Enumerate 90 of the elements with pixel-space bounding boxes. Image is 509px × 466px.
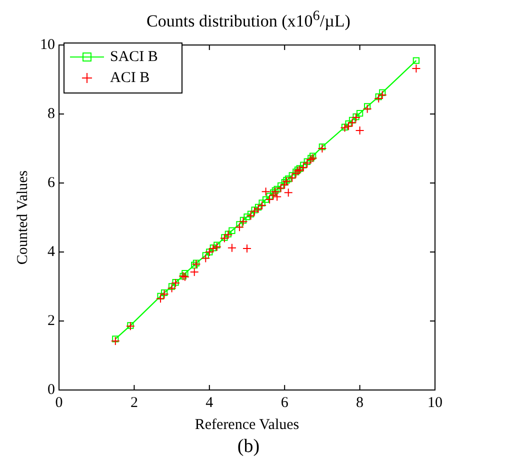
point (261, 187, 270, 196)
point (240, 216, 247, 224)
legend-label: SACI B (110, 48, 158, 65)
point (192, 260, 200, 266)
point (309, 152, 316, 160)
point (228, 227, 236, 234)
point (160, 290, 169, 299)
point (262, 196, 270, 203)
point (190, 268, 199, 277)
point (246, 211, 256, 220)
point (251, 206, 258, 214)
point (348, 116, 356, 124)
point (362, 104, 372, 114)
point (374, 94, 384, 103)
chart-title: Counts distribution (x10$^{6}$/µL) (146, 8, 352, 32)
point (244, 213, 250, 220)
point (318, 143, 326, 150)
point (202, 252, 209, 259)
point (168, 283, 176, 290)
x-axis-title: Reference Values (194, 416, 300, 433)
point (272, 187, 279, 194)
point (291, 168, 300, 178)
text: (b) (236, 436, 261, 458)
x-tick-label: 2 (130, 394, 138, 411)
y-tick-label: 8 (48, 106, 55, 122)
point (191, 262, 198, 268)
point (167, 284, 176, 293)
point (412, 57, 420, 64)
point (364, 103, 371, 110)
x-tick-label: 6 (280, 394, 289, 411)
point (375, 93, 382, 100)
point (306, 155, 316, 164)
point (212, 242, 222, 252)
point (304, 158, 310, 165)
legend-label: ACI B (110, 70, 150, 86)
point (265, 195, 274, 204)
point (112, 336, 119, 342)
point (298, 162, 308, 172)
point (292, 168, 300, 176)
point (412, 64, 421, 73)
point (300, 162, 307, 168)
point (278, 182, 284, 190)
point (288, 173, 297, 182)
point (214, 242, 220, 248)
point (344, 122, 354, 131)
point (258, 200, 266, 206)
point (247, 210, 254, 218)
point (308, 154, 314, 162)
x-tick-label: 4 (206, 394, 214, 411)
point (227, 243, 236, 252)
point (160, 289, 168, 296)
point (281, 178, 288, 186)
point (242, 244, 252, 254)
point (274, 186, 280, 193)
point (192, 260, 201, 269)
point (355, 126, 364, 136)
y-axis-title: Counted Values (14, 170, 31, 265)
point (345, 120, 352, 127)
point (308, 154, 318, 163)
point (302, 158, 312, 168)
point (356, 110, 364, 117)
point (296, 165, 303, 172)
point (318, 144, 327, 153)
point (284, 188, 293, 198)
point (156, 294, 166, 304)
point (348, 118, 357, 128)
point (280, 180, 290, 190)
y-tick-label: 2 (48, 312, 55, 329)
point (254, 204, 262, 210)
point (295, 165, 304, 174)
point (266, 192, 273, 200)
point (157, 292, 164, 300)
point (288, 172, 296, 179)
y-tick-label: 4 (48, 244, 56, 260)
x-tick-label: 8 (356, 394, 364, 411)
y-tick-label: 10 (40, 36, 55, 53)
point (258, 200, 267, 210)
point (378, 90, 387, 100)
point (238, 217, 248, 226)
point (110, 336, 120, 346)
point (276, 184, 286, 193)
point (285, 176, 292, 182)
x-tick-label: 10 (428, 394, 442, 411)
point (201, 254, 210, 263)
y-tick-label: 6 (48, 174, 56, 191)
point (268, 190, 278, 200)
point (182, 270, 188, 277)
point (379, 89, 386, 96)
point (234, 222, 244, 232)
y-tick-label: 0 (48, 382, 55, 398)
